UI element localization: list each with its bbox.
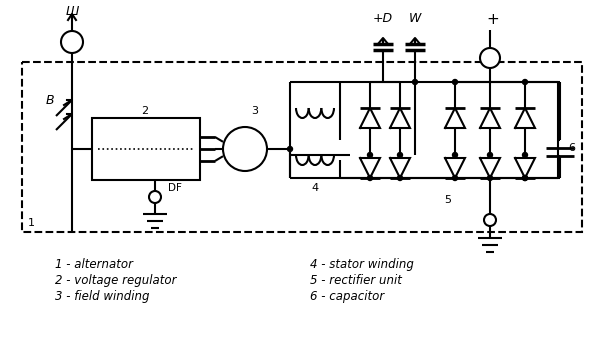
Text: 3: 3 — [251, 106, 259, 116]
Text: 4 - stator winding: 4 - stator winding — [310, 258, 414, 271]
Circle shape — [487, 176, 493, 181]
Circle shape — [487, 153, 493, 158]
Text: +: + — [487, 12, 499, 27]
Circle shape — [523, 153, 527, 158]
Text: 6: 6 — [568, 143, 575, 153]
Circle shape — [484, 214, 496, 226]
Circle shape — [398, 176, 403, 181]
Text: B: B — [46, 93, 54, 107]
Text: 5 - rectifier unit: 5 - rectifier unit — [310, 274, 402, 287]
Circle shape — [523, 176, 527, 181]
Circle shape — [149, 191, 161, 203]
Text: DF: DF — [168, 183, 182, 193]
Text: 5: 5 — [445, 195, 452, 205]
Circle shape — [413, 80, 418, 85]
Circle shape — [452, 80, 458, 85]
Circle shape — [523, 80, 527, 85]
Text: 2 - voltage regulator: 2 - voltage regulator — [55, 274, 176, 287]
Text: 1 - alternator: 1 - alternator — [55, 258, 133, 271]
Bar — [92, 118, 200, 180]
Circle shape — [61, 31, 83, 53]
Circle shape — [367, 153, 373, 158]
Text: Ш: Ш — [65, 5, 79, 18]
Circle shape — [398, 153, 403, 158]
Text: 4: 4 — [311, 183, 319, 193]
Circle shape — [223, 127, 267, 171]
Text: 6 - capacitor: 6 - capacitor — [310, 290, 384, 303]
Bar — [22, 62, 582, 232]
Text: 2: 2 — [142, 106, 149, 116]
Text: 3 - field winding: 3 - field winding — [55, 290, 149, 303]
Circle shape — [287, 147, 293, 152]
Text: 1: 1 — [28, 218, 35, 228]
Circle shape — [452, 153, 458, 158]
Text: W: W — [409, 12, 421, 25]
Circle shape — [480, 48, 500, 68]
Circle shape — [367, 176, 373, 181]
Circle shape — [452, 176, 458, 181]
Text: +D: +D — [373, 12, 393, 25]
Circle shape — [523, 176, 527, 181]
